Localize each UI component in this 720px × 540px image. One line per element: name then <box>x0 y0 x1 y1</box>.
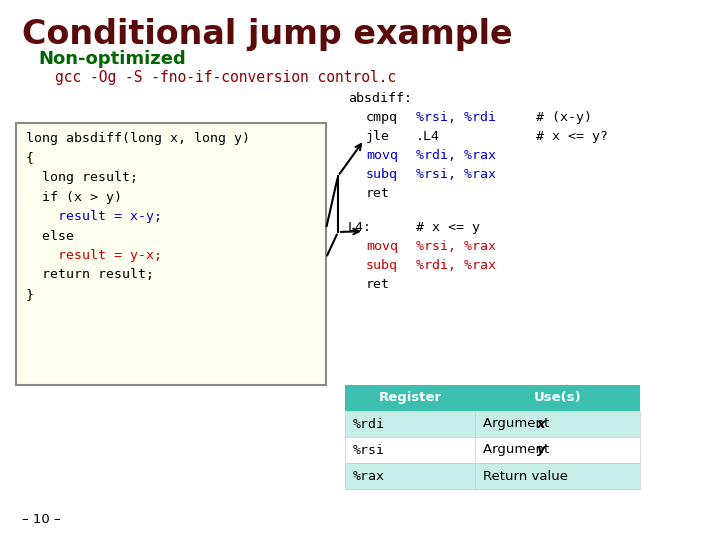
Text: return result;: return result; <box>26 268 154 281</box>
Text: ret: ret <box>366 187 390 200</box>
Text: %rsi, %rax: %rsi, %rax <box>416 240 496 253</box>
Text: if (x > y): if (x > y) <box>26 191 122 204</box>
Text: }: } <box>26 288 34 301</box>
Bar <box>345 411 640 437</box>
Text: %rdi: %rdi <box>353 417 385 430</box>
Text: Argument: Argument <box>483 417 554 430</box>
Text: L4:: L4: <box>348 221 372 234</box>
FancyBboxPatch shape <box>16 123 326 385</box>
Text: Use(s): Use(s) <box>534 392 581 404</box>
Text: # x <= y: # x <= y <box>416 221 480 234</box>
Text: %rsi: %rsi <box>353 443 385 456</box>
Text: movq: movq <box>366 149 398 162</box>
Text: gcc -Og -S -fno-if-conversion control.c: gcc -Og -S -fno-if-conversion control.c <box>55 70 396 85</box>
Text: result = x-y;: result = x-y; <box>26 210 162 223</box>
Text: – 10 –: – 10 – <box>22 513 60 526</box>
Text: result = y-x;: result = y-x; <box>26 249 162 262</box>
Text: long absdiff(long x, long y): long absdiff(long x, long y) <box>26 132 250 145</box>
Text: Register: Register <box>379 392 441 404</box>
Text: y: y <box>537 443 546 456</box>
Text: Return value: Return value <box>483 469 568 483</box>
Text: %rdi, %rax: %rdi, %rax <box>416 149 496 162</box>
Text: %rsi, %rax: %rsi, %rax <box>416 168 496 181</box>
Text: Argument: Argument <box>483 443 554 456</box>
Text: jle: jle <box>366 130 390 143</box>
Text: {: { <box>26 152 34 165</box>
Bar <box>345 437 640 463</box>
Text: Non-optimized: Non-optimized <box>38 50 186 68</box>
Bar <box>345 385 640 411</box>
Text: # (x-y): # (x-y) <box>536 111 592 124</box>
Text: %rax: %rax <box>353 469 385 483</box>
Text: %rsi, %rdi: %rsi, %rdi <box>416 111 496 124</box>
Text: movq: movq <box>366 240 398 253</box>
Text: Conditional jump example: Conditional jump example <box>22 18 513 51</box>
Text: subq: subq <box>366 259 398 272</box>
Text: ret: ret <box>366 278 390 291</box>
Text: subq: subq <box>366 168 398 181</box>
Bar <box>345 463 640 489</box>
Text: x: x <box>537 417 546 430</box>
Text: cmpq: cmpq <box>366 111 398 124</box>
Text: # x <= y?: # x <= y? <box>536 130 608 143</box>
Text: absdiff:: absdiff: <box>348 92 412 105</box>
Text: long result;: long result; <box>26 171 138 184</box>
Text: else: else <box>26 230 74 242</box>
Text: %rdi, %rax: %rdi, %rax <box>416 259 496 272</box>
Text: .L4: .L4 <box>416 130 440 143</box>
